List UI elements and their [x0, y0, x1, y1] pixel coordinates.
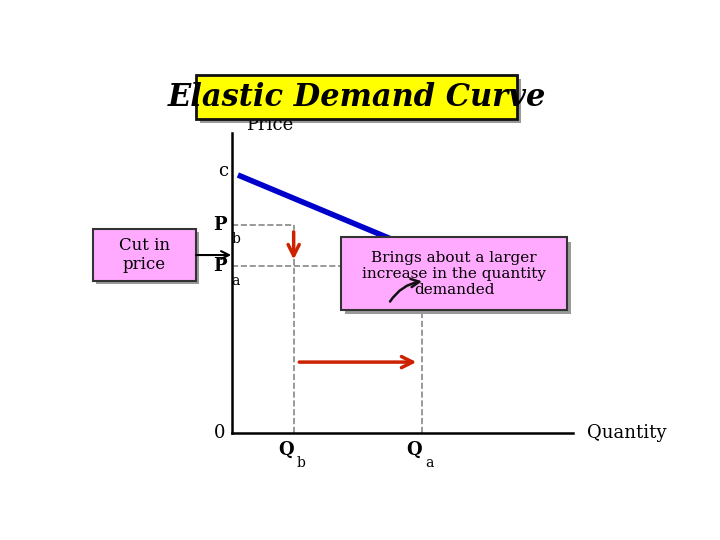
- FancyBboxPatch shape: [345, 241, 571, 314]
- Text: Q: Q: [278, 441, 294, 458]
- Text: Q: Q: [406, 441, 422, 458]
- Text: P: P: [213, 258, 227, 275]
- FancyBboxPatch shape: [93, 229, 196, 281]
- Text: Brings about a larger
increase in the quantity
demanded: Brings about a larger increase in the qu…: [362, 251, 546, 297]
- Text: Elastic Demand Curve: Elastic Demand Curve: [167, 82, 546, 112]
- FancyBboxPatch shape: [96, 232, 199, 285]
- Text: 0: 0: [215, 424, 226, 442]
- Text: Price: Price: [246, 116, 294, 134]
- FancyBboxPatch shape: [200, 79, 521, 123]
- Text: Quantity: Quantity: [587, 424, 666, 442]
- Text: Cut in
price: Cut in price: [119, 237, 170, 273]
- Text: a: a: [231, 274, 240, 288]
- Text: b: b: [231, 232, 240, 246]
- Text: P: P: [213, 216, 227, 234]
- Text: b: b: [297, 456, 305, 470]
- FancyBboxPatch shape: [341, 238, 567, 310]
- Text: a: a: [425, 456, 433, 470]
- Text: c: c: [217, 161, 228, 180]
- FancyBboxPatch shape: [196, 75, 517, 119]
